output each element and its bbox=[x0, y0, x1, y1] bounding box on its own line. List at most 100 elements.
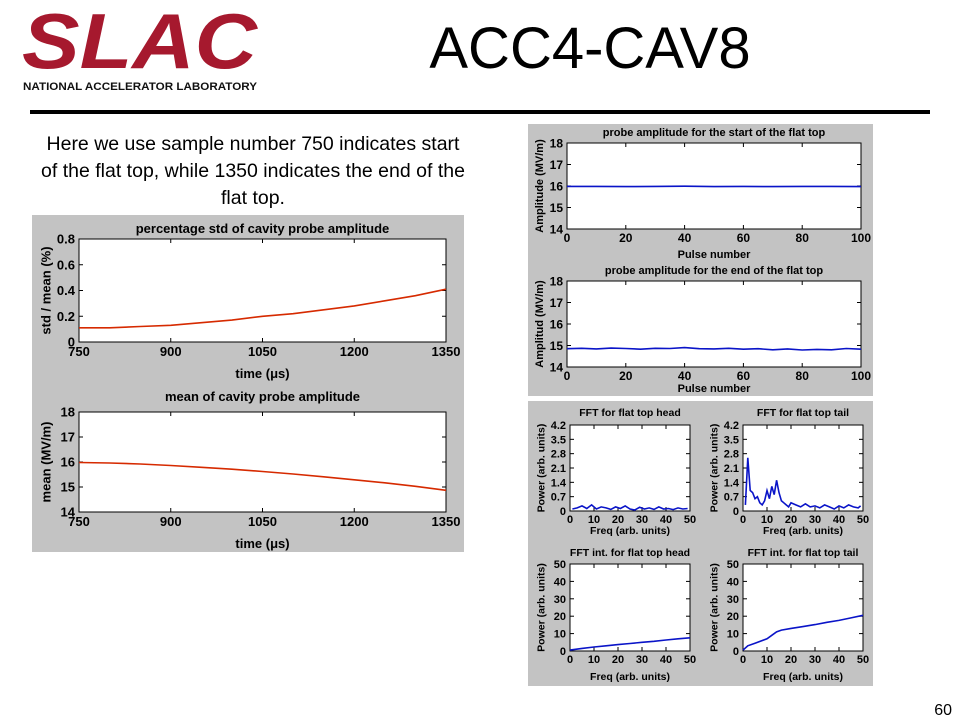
x-tick-label: 20 bbox=[612, 514, 624, 526]
x-tick-label: 0 bbox=[564, 231, 571, 245]
x-axis-label: time (μs) bbox=[235, 536, 289, 551]
x-tick-label: 20 bbox=[619, 369, 633, 383]
x-tick-label: 40 bbox=[833, 514, 845, 526]
y-tick-label: 20 bbox=[727, 611, 739, 623]
x-tick-label: 50 bbox=[684, 654, 696, 666]
y-tick-label: 0.4 bbox=[57, 283, 76, 298]
plot-area bbox=[566, 280, 862, 368]
y-tick-label: 2.1 bbox=[724, 463, 739, 475]
chart-title: FFT int. for flat top head bbox=[570, 547, 690, 559]
x-tick-label: 80 bbox=[796, 369, 810, 383]
y-tick-label: 20 bbox=[554, 611, 566, 623]
x-tick-label: 80 bbox=[796, 231, 810, 245]
mean-chart: mean of cavity probe amplitude 750 900 1050… bbox=[38, 389, 460, 551]
y-tick-label: 0 bbox=[560, 506, 566, 518]
series-line-0 bbox=[572, 503, 688, 511]
x-tick-label: 900 bbox=[160, 344, 182, 359]
y-axis-label: Power (arb. units) bbox=[535, 563, 547, 652]
plot-area bbox=[78, 411, 447, 513]
y-tick-label: 14 bbox=[61, 505, 76, 520]
chart-title: probe amplitude for the end of the flat … bbox=[605, 265, 823, 277]
x-tick-label: 30 bbox=[636, 654, 648, 666]
series-line-0 bbox=[569, 637, 691, 651]
x-tick-label: 1350 bbox=[432, 344, 461, 359]
y-tick-label: 10 bbox=[727, 629, 739, 641]
x-tick-label: 1200 bbox=[340, 344, 369, 359]
x-axis-label: Pulse number bbox=[678, 383, 751, 395]
y-tick-label: 14 bbox=[550, 222, 564, 236]
x-tick-label: 50 bbox=[684, 514, 696, 526]
x-tick-label: 900 bbox=[160, 514, 182, 529]
chart-title: percentage std of cavity probe amplitude bbox=[136, 221, 390, 236]
amplitude-figure-panel: probe amplitude for the start of the fla… bbox=[528, 124, 873, 396]
chart-title: FFT int. for flat top tail bbox=[748, 547, 859, 559]
y-tick-label: 30 bbox=[554, 594, 566, 606]
chart-title: FFT for flat top head bbox=[579, 407, 681, 419]
y-tick-label: 2.8 bbox=[551, 449, 566, 461]
x-axis-label: Freq (arb. units) bbox=[763, 525, 843, 537]
y-axis-label: Amplitud (MV/m) bbox=[534, 280, 546, 368]
y-axis-label: Power (arb. units) bbox=[708, 563, 720, 652]
start-amplitude-chart: probe amplitude for the start of the fla… bbox=[534, 127, 872, 261]
y-tick-label: 15 bbox=[550, 201, 564, 215]
y-tick-label: 17 bbox=[550, 296, 564, 310]
x-tick-label: 1200 bbox=[340, 514, 369, 529]
series-line-0 bbox=[744, 457, 862, 510]
x-tick-label: 20 bbox=[785, 514, 797, 526]
x-tick-label: 100 bbox=[851, 369, 871, 383]
x-tick-label: 30 bbox=[809, 654, 821, 666]
y-tick-label: 2.1 bbox=[551, 463, 566, 475]
x-tick-label: 1350 bbox=[432, 514, 461, 529]
std-chart: percentage std of cavity probe amplitude… bbox=[38, 221, 460, 381]
y-tick-label: 15 bbox=[550, 339, 564, 353]
y-tick-label: 15 bbox=[61, 480, 75, 495]
series-line-0 bbox=[566, 346, 862, 351]
y-axis-label: Power (arb. units) bbox=[535, 424, 547, 513]
y-tick-label: 0 bbox=[733, 646, 739, 658]
y-tick-label: 0 bbox=[560, 646, 566, 658]
slac-logo: SLAC NATIONAL ACCELERATOR LABORATORY bbox=[22, 6, 259, 93]
intro-text: Here we use sample number 750 indicates … bbox=[41, 133, 465, 209]
plot-area bbox=[742, 424, 864, 512]
plot-area bbox=[78, 238, 447, 343]
y-tick-label: 40 bbox=[727, 576, 739, 588]
page-number: 60 bbox=[934, 702, 952, 719]
x-tick-label: 100 bbox=[851, 231, 871, 245]
x-tick-label: 0 bbox=[567, 654, 573, 666]
plot-area bbox=[569, 424, 691, 512]
y-tick-label: 1.4 bbox=[724, 477, 740, 489]
y-tick-label: 17 bbox=[61, 430, 75, 445]
y-tick-label: 50 bbox=[727, 559, 739, 571]
x-tick-label: 40 bbox=[678, 231, 692, 245]
y-tick-label: 18 bbox=[550, 274, 564, 288]
y-tick-label: 30 bbox=[727, 594, 739, 606]
y-tick-label: 14 bbox=[550, 360, 564, 374]
x-tick-label: 750 bbox=[68, 344, 90, 359]
title-divider bbox=[30, 110, 930, 114]
y-tick-label: 0.7 bbox=[551, 492, 566, 504]
x-tick-label: 10 bbox=[761, 654, 773, 666]
x-tick-label: 0 bbox=[740, 654, 746, 666]
x-tick-label: 50 bbox=[857, 654, 869, 666]
x-tick-label: 0 bbox=[740, 514, 746, 526]
fft-figure-panel: FFT for flat top head 0 10 20 30 40 50 0 0.7 1.4 2… bbox=[528, 401, 873, 686]
x-tick-label: 30 bbox=[636, 514, 648, 526]
x-tick-label: 1050 bbox=[248, 344, 277, 359]
x-axis-label: Freq (arb. units) bbox=[590, 525, 670, 537]
y-axis-label: std / mean (%) bbox=[38, 246, 53, 334]
x-tick-label: 10 bbox=[761, 514, 773, 526]
x-tick-label: 750 bbox=[68, 514, 90, 529]
y-tick-label: 16 bbox=[61, 455, 75, 470]
slac-wordmark: SLAC bbox=[22, 6, 259, 85]
y-tick-label: 10 bbox=[554, 629, 566, 641]
y-tick-label: 4.2 bbox=[724, 420, 739, 432]
y-tick-label: 16 bbox=[550, 179, 564, 193]
x-tick-label: 20 bbox=[612, 654, 624, 666]
slide-title: ACC4-CAV8 bbox=[429, 16, 751, 81]
y-tick-label: 1.4 bbox=[551, 477, 567, 489]
plot-area bbox=[742, 563, 864, 652]
y-tick-label: 3.5 bbox=[724, 434, 739, 446]
y-tick-label: 3.5 bbox=[551, 434, 566, 446]
y-tick-label: 0.8 bbox=[57, 232, 75, 247]
